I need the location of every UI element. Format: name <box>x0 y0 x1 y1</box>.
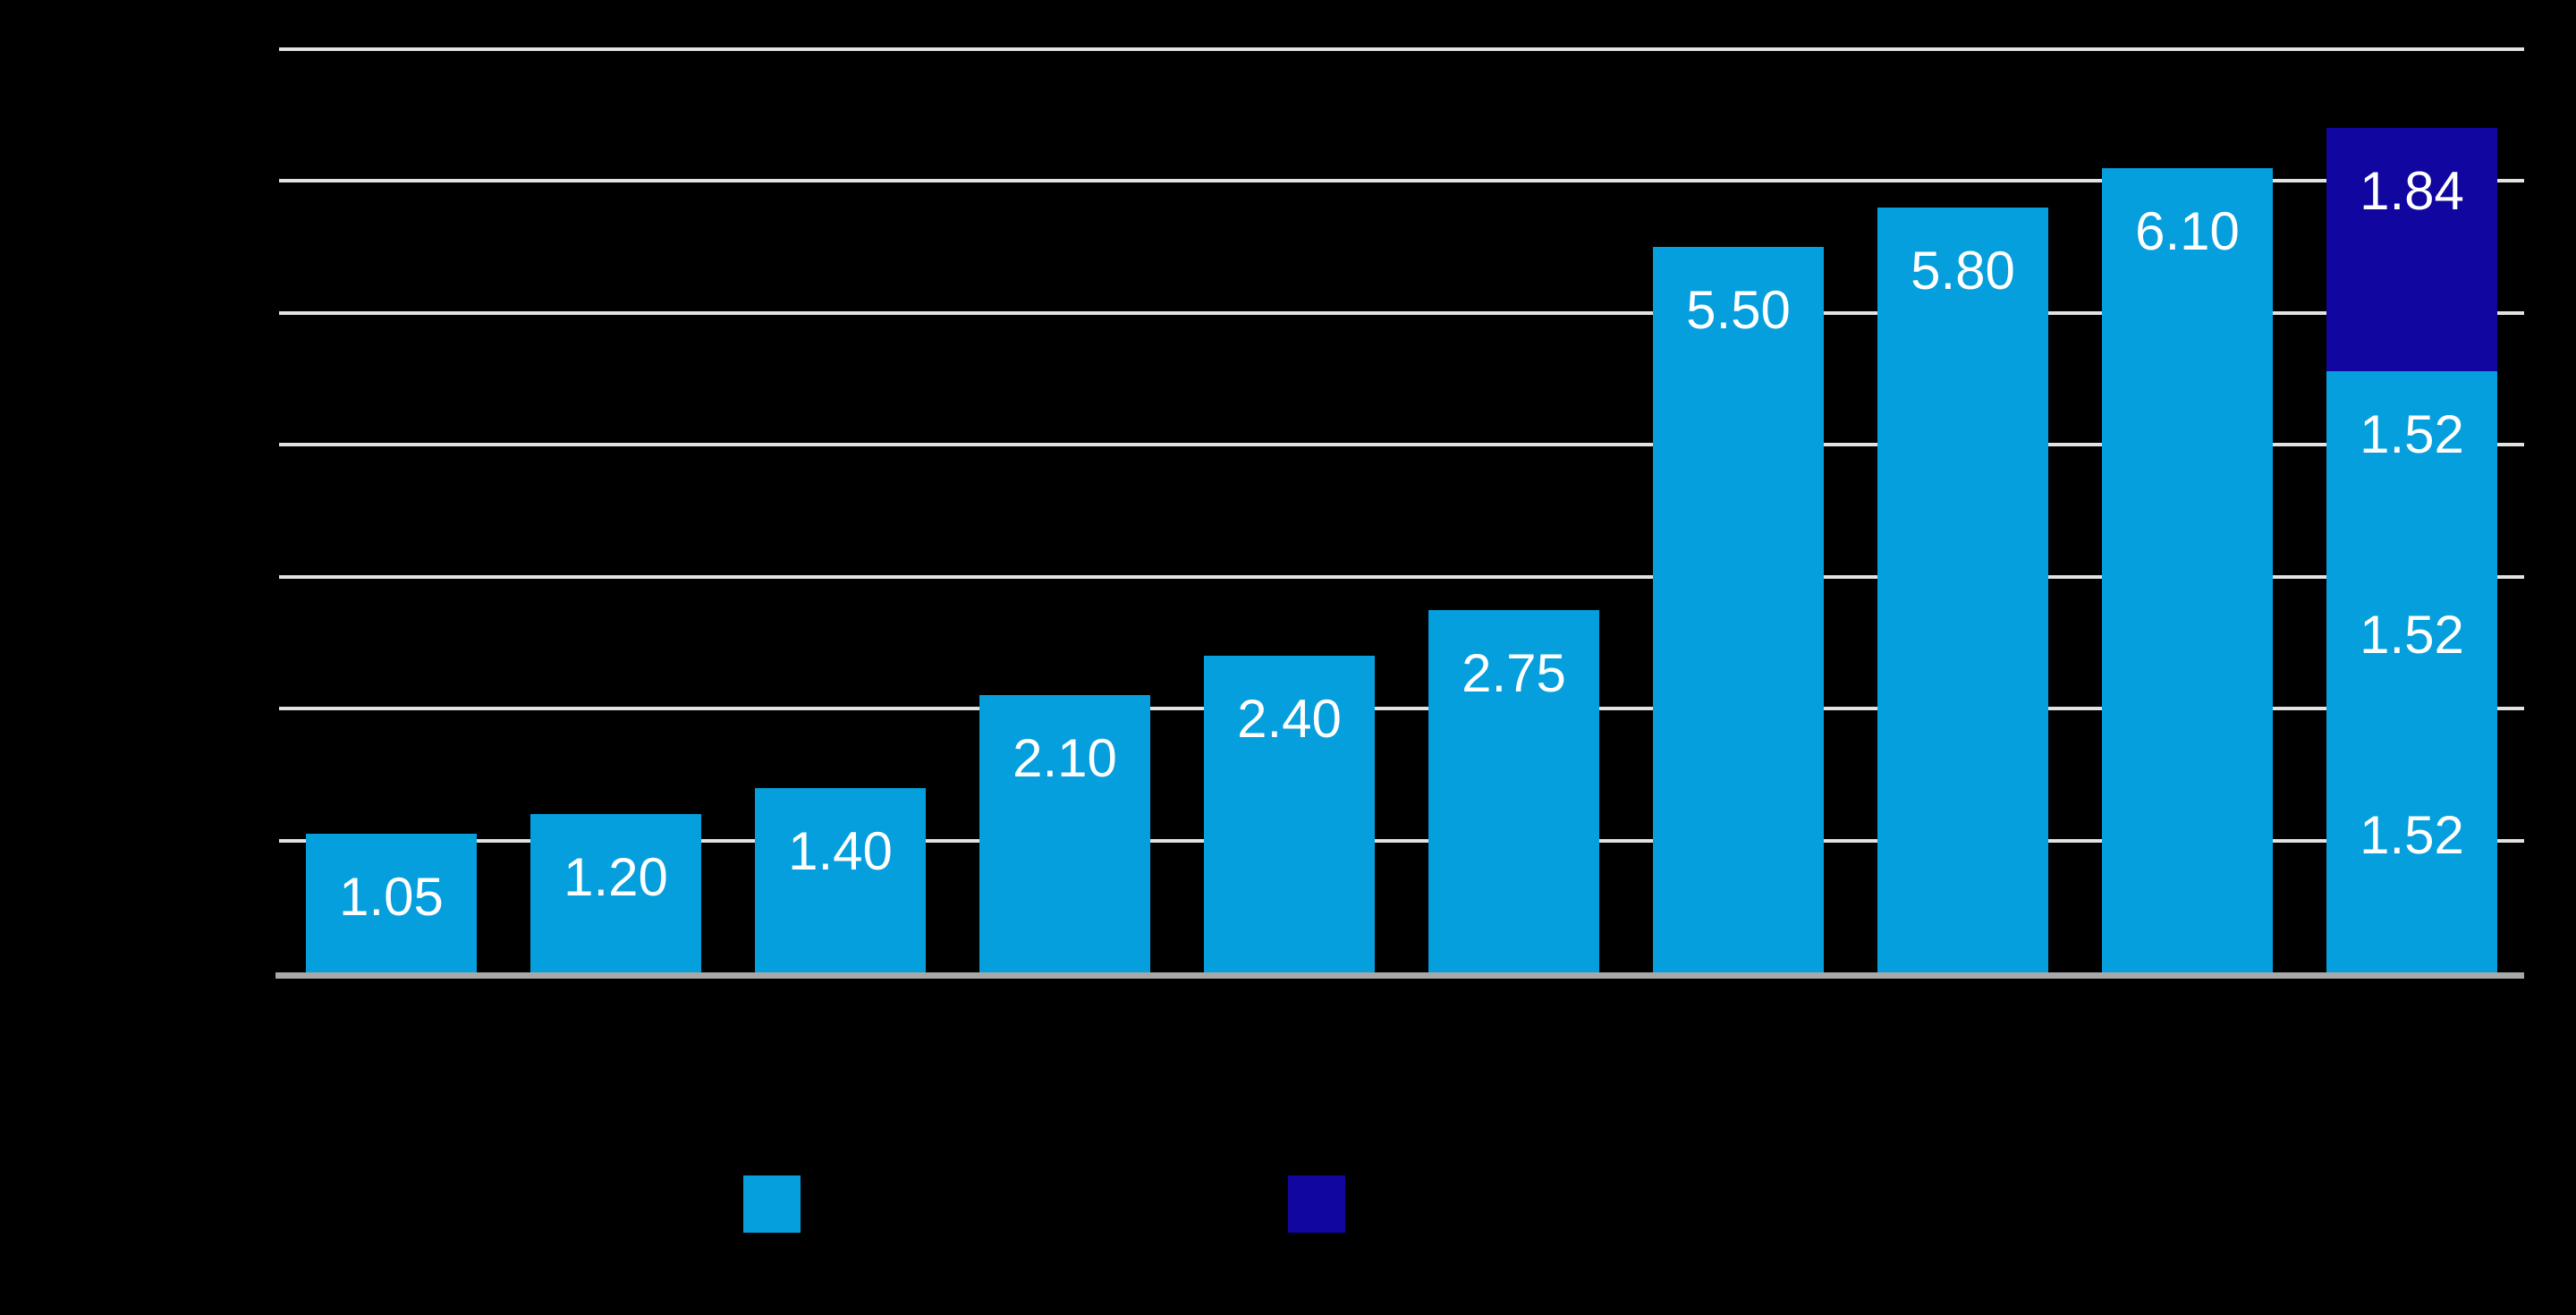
gridline <box>279 838 2524 843</box>
bar-value-label: 2.40 <box>1237 689 1342 750</box>
bar: 1.40 <box>755 49 926 972</box>
bar-value-label: 5.80 <box>1911 240 2015 301</box>
bar-value-label: 1.84 <box>2360 161 2464 222</box>
bar: 2.40 <box>1204 49 1375 972</box>
x-axis-line <box>275 972 2524 979</box>
gridline <box>279 47 2524 51</box>
bar-segment: 2.10 <box>979 695 1150 972</box>
bar-segment: 1.52 <box>2326 370 2497 572</box>
bar-value-label: 1.52 <box>2360 604 2464 665</box>
bar: 2.10 <box>979 49 1150 972</box>
bar-value-label: 2.10 <box>1013 728 1117 789</box>
bar: 1.52 1.52 1.52 1.84 <box>2326 49 2497 972</box>
bar: 1.05 <box>306 49 477 972</box>
gridline <box>279 574 2524 579</box>
gridline <box>279 443 2524 447</box>
bar-segment: 5.50 <box>1653 247 1824 972</box>
bar-value-label: 1.52 <box>2360 804 2464 865</box>
bar-segment: 2.75 <box>1428 609 1599 972</box>
gridline <box>279 179 2524 183</box>
bar-segment: 2.40 <box>1204 656 1375 972</box>
bar-segment: 1.52 <box>2326 571 2497 772</box>
bar-segment: 1.40 <box>755 787 926 972</box>
bar-segment: 1.20 <box>530 814 701 972</box>
bar-segment: 1.84 <box>2326 128 2497 371</box>
bar-value-label: 1.40 <box>788 820 893 881</box>
gridline <box>279 707 2524 711</box>
bar-value-label: 1.05 <box>339 867 444 928</box>
bar: 5.80 <box>1877 49 2048 972</box>
bar-value-label: 2.75 <box>1462 642 1566 703</box>
bar-value-label: 6.10 <box>2135 200 2240 261</box>
bar-segment: 1.52 <box>2326 771 2497 972</box>
bar-segment: 6.10 <box>2102 167 2273 972</box>
bar-value-label: 1.20 <box>564 847 668 908</box>
bar: 2.75 <box>1428 49 1599 972</box>
bar: 6.10 <box>2102 49 2273 972</box>
bar-segment: 1.05 <box>306 834 477 972</box>
plot-area: 1.05 1.20 1.40 2.10 2.40 2.75 5.50 5.80 6.10 1.52… <box>275 47 2524 979</box>
legend-swatch-dark-blue <box>1288 1175 1345 1233</box>
gridline <box>279 310 2524 315</box>
bar: 5.50 <box>1653 49 1824 972</box>
bar: 1.20 <box>530 49 701 972</box>
bar-segment: 5.80 <box>1877 207 2048 972</box>
bar-value-label: 1.52 <box>2360 403 2464 464</box>
bar-value-label: 5.50 <box>1686 280 1791 341</box>
legend-swatch-light-blue <box>743 1175 801 1233</box>
